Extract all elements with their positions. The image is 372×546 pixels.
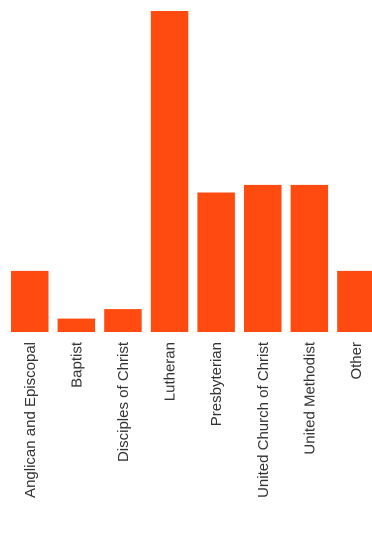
category-labels-group: Anglican and Episcopal Baptist Disciples o… (22, 341, 365, 498)
x-tick-label-other: Other (348, 342, 365, 380)
bar-anglican-and-episcopal (11, 270, 49, 332)
x-tick-label-baptist: Baptist (68, 341, 85, 388)
x-tick-label-united-methodist: United Methodist (301, 341, 318, 454)
x-tick-label-disciples-of-christ: Disciples of Christ (115, 341, 132, 462)
bar-disciples-of-christ (104, 309, 142, 332)
bars-group (11, 11, 372, 332)
bar-baptist (57, 318, 96, 332)
bar-lutheran (150, 11, 189, 332)
x-tick-label-united-church-of-christ: United Church of Christ (255, 341, 272, 498)
bar-united-church-of-christ (244, 184, 282, 332)
bar-united-methodist (290, 184, 329, 332)
x-tick-label-presbyterian: Presbyterian (208, 342, 225, 426)
x-tick-label-lutheran: Lutheran (162, 342, 179, 401)
x-tick-label-anglican-and-episcopal: Anglican and Episcopal (22, 342, 39, 498)
bar-presbyterian (197, 192, 235, 332)
bar-other (337, 270, 372, 332)
